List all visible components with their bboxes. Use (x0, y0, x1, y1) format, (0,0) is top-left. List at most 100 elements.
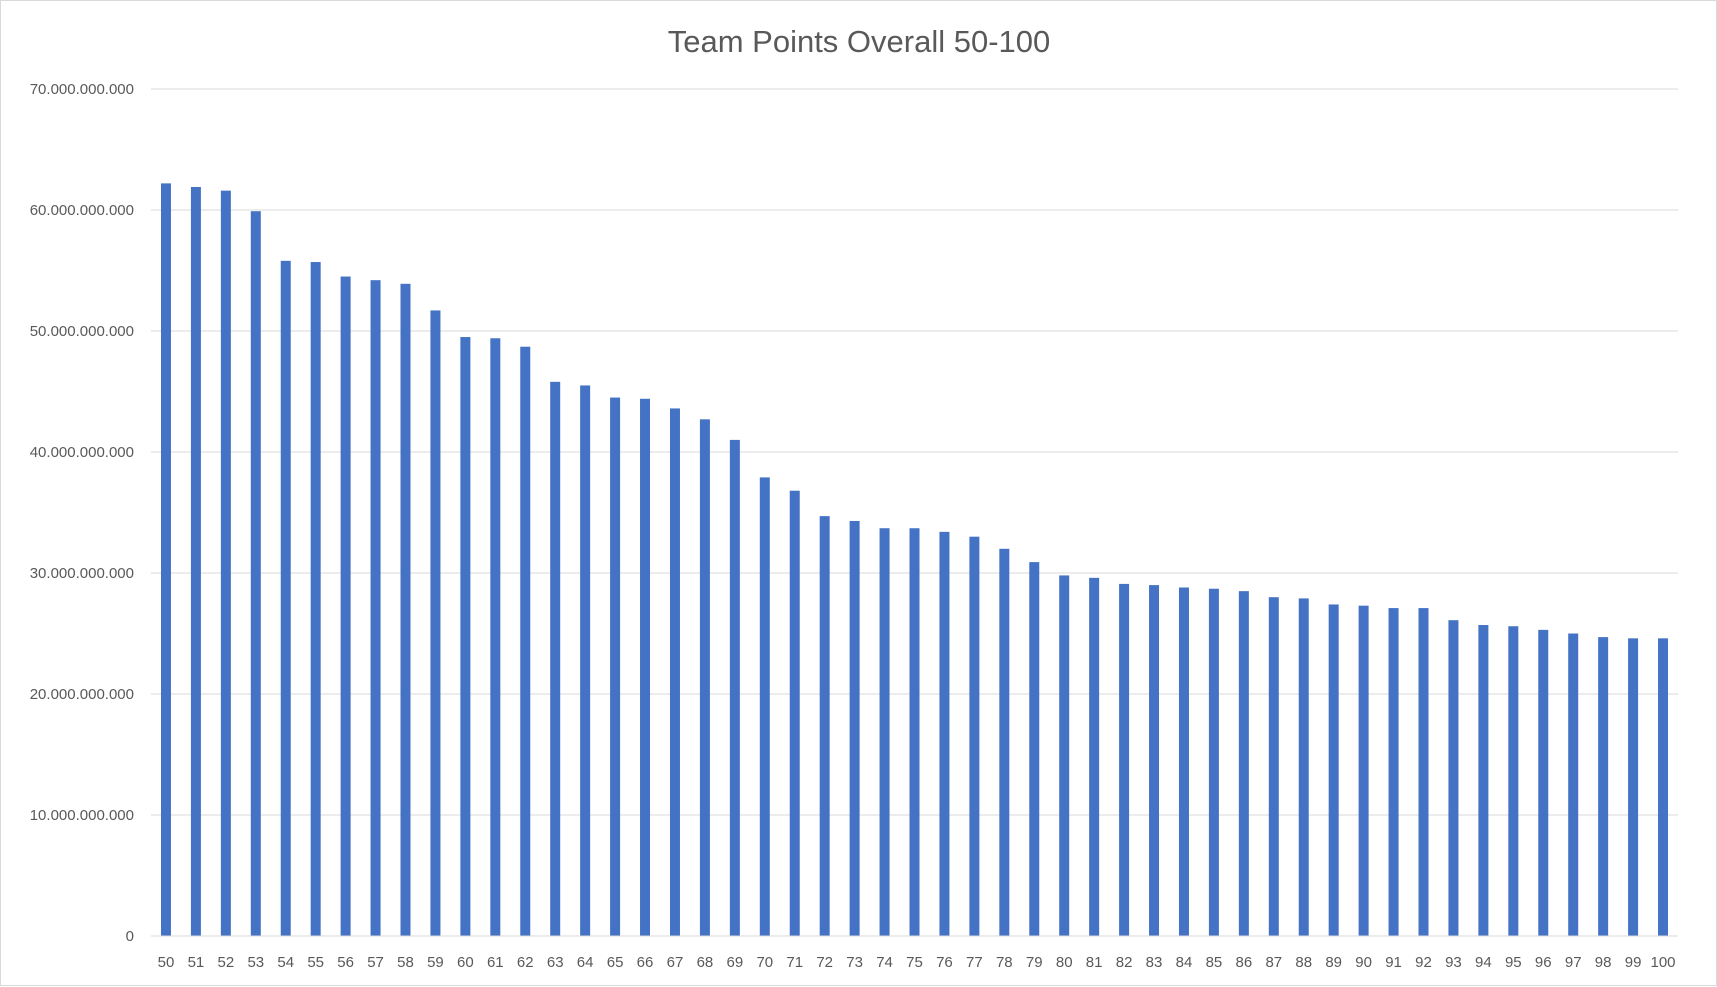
x-tick-label: 96 (1535, 954, 1552, 971)
x-tick-label: 87 (1265, 954, 1282, 971)
bar-63 (550, 381, 561, 936)
x-tick-label: 91 (1385, 954, 1402, 971)
x-tick-label: 92 (1415, 954, 1432, 971)
bar-97 (1568, 633, 1579, 936)
x-tick-label: 51 (188, 954, 205, 971)
x-tick-label: 65 (607, 954, 624, 971)
bar-65 (610, 397, 621, 936)
bar-69 (729, 439, 740, 936)
bar-79 (1029, 562, 1040, 936)
x-axis-tick-labels: 50 51 52 53 54 55 56 57 58 59 60 61 62 63 64 65 66 67 68 69… (158, 954, 1676, 971)
y-tick-label: 10.000.000.000 (30, 807, 134, 824)
bar-57 (370, 280, 381, 936)
x-tick-label: 98 (1595, 954, 1612, 971)
x-tick-label: 64 (577, 954, 594, 971)
x-tick-label: 78 (996, 954, 1013, 971)
bar-86 (1238, 591, 1249, 936)
bar-82 (1119, 583, 1130, 936)
bar-77 (969, 536, 980, 936)
bar-95 (1508, 626, 1519, 936)
x-tick-label: 71 (786, 954, 803, 971)
bar-100 (1658, 638, 1669, 936)
y-tick-label: 0 (126, 928, 134, 945)
bar-series (160, 183, 1669, 937)
x-tick-label: 69 (727, 954, 744, 971)
y-tick-label: 70.000.000.000 (30, 81, 134, 98)
bar-66 (640, 398, 651, 936)
x-tick-label: 90 (1355, 954, 1372, 971)
x-tick-label: 97 (1565, 954, 1582, 971)
bar-81 (1089, 577, 1100, 936)
x-tick-label: 80 (1056, 954, 1073, 971)
x-tick-label: 68 (697, 954, 714, 971)
bar-53 (250, 211, 261, 936)
x-tick-label: 85 (1206, 954, 1223, 971)
bar-87 (1268, 597, 1279, 936)
bar-76 (939, 531, 950, 936)
bar-68 (699, 419, 710, 937)
x-tick-label: 86 (1236, 954, 1253, 971)
bar-61 (490, 338, 501, 936)
bar-58 (400, 283, 411, 936)
bar-85 (1208, 588, 1219, 936)
x-tick-label: 83 (1146, 954, 1163, 971)
x-tick-label: 75 (906, 954, 923, 971)
bar-64 (580, 385, 591, 936)
x-tick-label: 81 (1086, 954, 1103, 971)
y-tick-label: 20.000.000.000 (30, 686, 134, 703)
x-tick-label: 93 (1445, 954, 1462, 971)
bar-80 (1059, 575, 1070, 936)
bar-98 (1598, 637, 1609, 936)
bar-88 (1298, 598, 1309, 936)
y-tick-label: 40.000.000.000 (30, 444, 134, 461)
chart-title: Team Points Overall 50-100 (668, 24, 1051, 59)
bar-93 (1448, 620, 1459, 936)
bar-74 (879, 528, 890, 936)
bar-54 (280, 260, 291, 936)
y-axis-tick-labels: 0 10.000.000.000 20.000.000.000 30.000.000.… (30, 81, 134, 945)
x-tick-label: 55 (307, 954, 324, 971)
y-tick-label: 50.000.000.000 (30, 323, 134, 340)
bar-89 (1328, 604, 1339, 936)
bar-52 (220, 190, 231, 936)
x-tick-label: 57 (367, 954, 384, 971)
x-tick-label: 70 (756, 954, 773, 971)
bar-75 (909, 528, 920, 936)
bar-62 (520, 346, 531, 937)
x-tick-label: 100 (1651, 954, 1676, 971)
x-tick-label: 60 (457, 954, 474, 971)
bar-92 (1418, 608, 1429, 936)
bar-73 (849, 520, 860, 936)
x-tick-label: 74 (876, 954, 893, 971)
x-tick-label: 99 (1625, 954, 1642, 971)
x-tick-label: 88 (1295, 954, 1312, 971)
x-tick-label: 73 (846, 954, 863, 971)
bar-51 (190, 187, 201, 936)
x-tick-label: 66 (637, 954, 654, 971)
bar-90 (1358, 605, 1369, 936)
x-tick-label: 54 (277, 954, 294, 971)
y-tick-label: 60.000.000.000 (30, 202, 134, 219)
bar-91 (1388, 608, 1399, 936)
x-tick-label: 76 (936, 954, 953, 971)
x-tick-label: 50 (158, 954, 175, 971)
x-tick-label: 84 (1176, 954, 1193, 971)
x-tick-label: 72 (816, 954, 833, 971)
x-tick-label: 61 (487, 954, 504, 971)
bar-96 (1538, 629, 1549, 936)
bar-60 (460, 337, 471, 936)
x-tick-label: 79 (1026, 954, 1043, 971)
x-tick-label: 67 (667, 954, 684, 971)
bar-56 (340, 276, 351, 936)
x-tick-label: 89 (1325, 954, 1342, 971)
x-tick-label: 56 (337, 954, 354, 971)
bar-94 (1478, 625, 1489, 936)
bar-59 (430, 310, 441, 936)
x-tick-label: 63 (547, 954, 564, 971)
x-tick-label: 95 (1505, 954, 1522, 971)
bar-67 (669, 408, 680, 936)
bar-71 (789, 490, 800, 936)
x-tick-label: 52 (218, 954, 235, 971)
